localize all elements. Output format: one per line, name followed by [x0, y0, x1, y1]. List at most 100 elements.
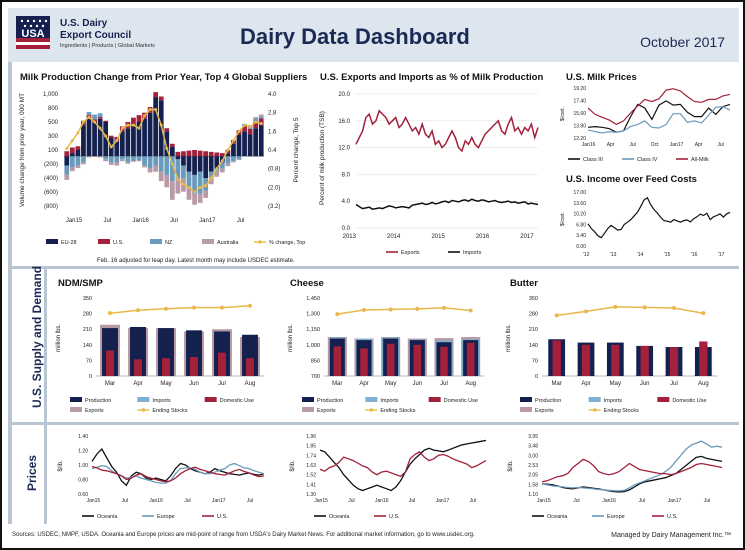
- ndm-category-label: Apr: [133, 381, 142, 387]
- milk-prod-bar-u-s-: [197, 150, 203, 157]
- income-ytick-label: 6.80: [576, 222, 586, 228]
- cheese-ytick-label: 1,300: [306, 312, 320, 318]
- milk-prod-pct-point: [131, 123, 135, 127]
- milk-prices-ytick-label: 17.40: [573, 99, 586, 105]
- milk-prod-bar-australia: [97, 156, 103, 158]
- milk-prod-bar-australia: [103, 159, 109, 162]
- milk-prod-bar-australia: [197, 193, 203, 203]
- milk-prod-bar-eu-28: [175, 156, 181, 160]
- ndm-ytick-label: 210: [83, 327, 92, 333]
- milk-prod-pct-point: [198, 185, 202, 189]
- milk-prod-bar-australia: [253, 117, 259, 119]
- ndm-legend-label: Production: [85, 398, 111, 404]
- price_cheese-line-oceania: [319, 439, 487, 492]
- milk-prod-bar-nz: [153, 156, 159, 166]
- income-ytick-label: 3.40: [576, 233, 586, 239]
- footer-managed: Managed by Dairy Management Inc.™: [611, 532, 731, 539]
- income-xtick-label: '17: [718, 252, 725, 258]
- milk-prod-pct-point: [248, 125, 252, 129]
- milk-prod-legend-swatch: [202, 239, 214, 244]
- ndm-category-label: Aug: [245, 381, 256, 387]
- milk-prod-bar-u-s-: [69, 147, 75, 154]
- milk-prod-xtick-label: Jul: [170, 218, 178, 224]
- milk-prod-bar-australia: [236, 159, 242, 160]
- ndm-legend-swatch: [70, 407, 82, 412]
- panel-title-milk-prices: U.S. Milk Prices: [566, 72, 637, 83]
- org-name-line1: U.S. Dairy: [60, 18, 108, 29]
- milk-prod-bar-eu-28: [103, 122, 109, 157]
- price_butter-xtick-label: Jul: [573, 498, 579, 504]
- label-rail: [44, 268, 47, 524]
- price_cheese-xtick-label: Jan17: [436, 498, 450, 504]
- price_ndm-xtick-label: Jan15: [87, 498, 101, 504]
- side-label-supply: U.S. Supply and Demand: [30, 265, 44, 408]
- milk-prod-bar-eu-28: [236, 134, 242, 157]
- income-ytick-label: 13.60: [573, 201, 586, 207]
- butter-ytick-label: 140: [529, 343, 538, 349]
- milk-prod-bar-australia: [142, 165, 147, 168]
- milk-prod-bar-nz: [231, 156, 236, 162]
- butter-ending-stocks-point: [701, 311, 706, 316]
- cheese-legend-label: Imports: [380, 398, 399, 404]
- milk-prod-bar-nz: [169, 156, 175, 182]
- price_cheese-legend-label: Oceania: [329, 514, 350, 520]
- income-line: [587, 196, 731, 239]
- section-divider-1: [8, 266, 739, 269]
- page-title: Dairy Data Dashboard: [240, 24, 470, 49]
- milk-prod-pct-point: [259, 122, 263, 126]
- price_butter-legend-label: Europe: [607, 514, 625, 520]
- milk-prod-bar-u-s-: [153, 92, 159, 98]
- milk-prod-bar-u-s-: [186, 150, 192, 157]
- milk-prod-legend-label: U.S.: [113, 240, 124, 246]
- ndm-bar-production: [242, 334, 258, 376]
- milk-prices-xtick-label: Oct: [651, 142, 659, 148]
- ndm-bar-production: [158, 328, 174, 376]
- cheese-category-label: Aug: [465, 381, 476, 387]
- butter-category-label: Jun: [640, 381, 650, 387]
- exp-imp-xtick-label: 2013: [343, 234, 357, 240]
- butter-legend-dot: [592, 408, 597, 412]
- price_cheese-ytick-label: 1.96: [306, 434, 316, 440]
- milk-prod-pct-point: [115, 139, 119, 143]
- milk-prod-bar-u-s-: [97, 117, 103, 119]
- cheese-ending-stocks-line: [337, 307, 471, 315]
- milk-prod-bar-nz: [131, 156, 136, 162]
- milk-prod-bar-u-s-: [114, 136, 120, 141]
- exp-imp-ytick-label: 16.0: [338, 119, 350, 125]
- butter-bar-domestic-use: [552, 340, 561, 376]
- milk-prod-bar-u-s-: [169, 143, 175, 147]
- cheese-ytick-label: 1,150: [306, 327, 320, 333]
- ndm-ending-stocks-point: [136, 308, 140, 313]
- butter-ending-stocks-line: [556, 306, 704, 317]
- price_cheese-ytick-label: 1.41: [306, 482, 316, 488]
- milk-prod-bar-u-s-: [258, 118, 264, 126]
- price_cheese-ytick-label: 1.52: [306, 473, 316, 479]
- butter-ytick-label: 350: [529, 296, 538, 302]
- milk-prices-ytick-label: 12.20: [573, 136, 586, 142]
- price_cheese-xtick-label: Jul: [348, 498, 354, 504]
- milk-prod-pct-point: [70, 139, 74, 143]
- milk-prod-bar-australia: [169, 181, 175, 200]
- ndm-bar-domestic-use: [218, 352, 226, 376]
- milk-prod-pct-point: [81, 120, 85, 124]
- milk-prod-bar-u-s-: [158, 96, 164, 101]
- milk-prod-bar-nz: [86, 112, 92, 116]
- usdec-logo[interactable]: USA: [14, 12, 214, 60]
- price_ndm-line-oceania: [91, 447, 265, 487]
- ndm-bar-imports: [185, 375, 203, 377]
- milk-prices-xtick-label: Apr: [607, 142, 615, 148]
- milk-prod-ytick-label: (800): [44, 204, 58, 210]
- milk-prod-bar-eu-28: [92, 122, 97, 157]
- cheese-legend-dot: [369, 408, 374, 412]
- milk-prod-bar-australia: [147, 168, 153, 173]
- chart-milk-production: Volume change from prior year, 000 MT Per…: [19, 92, 306, 246]
- usa-flag-logo-icon: USA: [16, 16, 50, 49]
- milk-prod-bar-nz: [214, 168, 220, 172]
- ndm-ending-stocks-point: [220, 305, 224, 310]
- ndm-legend-swatch: [70, 397, 82, 402]
- milk-prod-bar-eu-28: [153, 97, 159, 157]
- milk-prod-bar-australia: [158, 171, 164, 182]
- milk-prod-legend-label: % change, Top 4: [269, 240, 306, 246]
- price_ndm-ytick-label: 1.00: [78, 463, 88, 469]
